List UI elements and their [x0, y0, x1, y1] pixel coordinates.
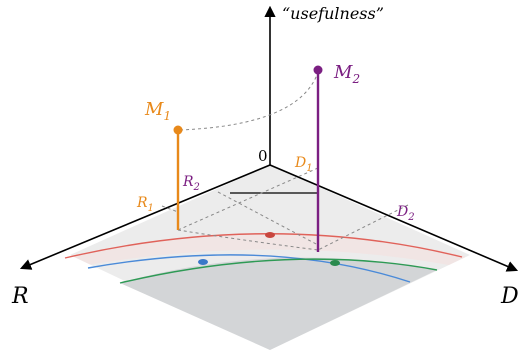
z-axis-label: “usefulness”	[282, 4, 384, 23]
green-curve-dot	[330, 260, 340, 266]
r-axis-label: R	[11, 284, 29, 309]
m1-point	[173, 125, 183, 135]
d1-label: D1	[294, 155, 313, 174]
d1-dashed-line	[177, 167, 319, 231]
m2-point	[313, 65, 323, 75]
blue-curve	[87, 254, 411, 283]
r-axis	[19, 164, 271, 270]
m1-m2-dashed-arc	[179, 71, 319, 131]
origin-label: 0	[258, 147, 268, 165]
m2-label: M2	[333, 62, 360, 86]
d-axis-label: D	[500, 284, 519, 309]
r1-dashed-line	[161, 205, 179, 213]
blue-curve-dot	[198, 259, 208, 265]
red-curve-dot	[265, 232, 275, 238]
shaded-region	[120, 257, 437, 350]
d2-dashed-line	[317, 204, 409, 251]
green-curve	[119, 258, 438, 284]
r2-dashed-line	[217, 191, 319, 246]
tinted-band	[70, 233, 465, 270]
r2-label: R2	[182, 174, 200, 193]
d2-label: D2	[396, 204, 415, 223]
ground-plane	[70, 165, 470, 350]
d-axis	[269, 164, 519, 272]
lower-dashed-arc	[177, 229, 319, 251]
m1-label: M1	[144, 99, 171, 123]
r1-label: R1	[136, 195, 154, 214]
